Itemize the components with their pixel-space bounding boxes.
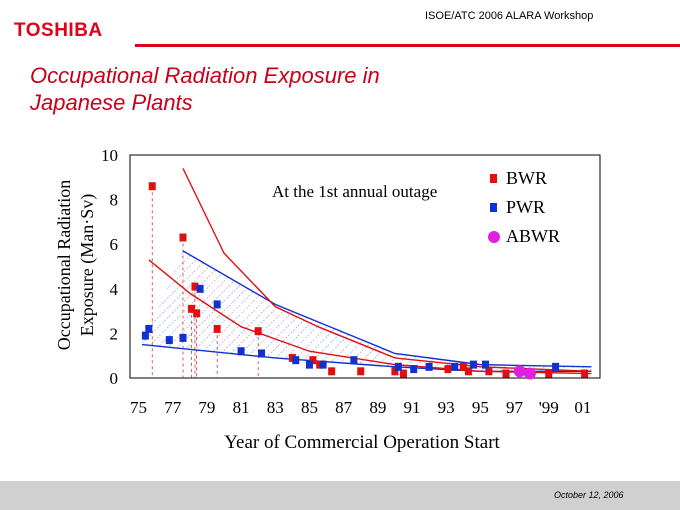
pwr-point (305, 360, 313, 369)
workshop-title: ISOE/ATC 2006 ALARA Workshop (425, 10, 594, 22)
pwr-point (141, 331, 149, 340)
y-tick-label: 6 (110, 235, 119, 254)
pwr-point (319, 360, 327, 369)
x-tick-label: 77 (164, 398, 182, 417)
legend-bwr-label: BWR (506, 168, 547, 188)
x-tick-label: '99 (539, 398, 559, 417)
legend: BWR PWR ABWR (488, 168, 560, 246)
y-axis-label-line2: Exposure (Man·Sv) (77, 194, 98, 336)
header-divider (135, 44, 680, 47)
x-tick-label: 95 (472, 398, 489, 417)
y-tick-label: 8 (110, 191, 119, 210)
x-tick-label: 93 (438, 398, 455, 417)
bwr-point (328, 367, 336, 376)
x-tick-label: 83 (267, 398, 284, 417)
bwr-point (191, 282, 199, 291)
slide-title-line2: Japanese Plants (30, 90, 193, 115)
legend-abwr-marker (488, 231, 500, 243)
y-axis-label-line1: Occupational Radiation (54, 180, 74, 350)
pwr-point (292, 356, 300, 365)
x-tick-label: 87 (335, 398, 353, 417)
footer-bar (0, 481, 680, 510)
bwr-point (179, 233, 187, 242)
pwr-point (350, 356, 358, 365)
pwr-point (481, 360, 489, 369)
pwr-point (237, 347, 245, 356)
pwr-point (258, 349, 266, 358)
pwr-point (394, 362, 402, 371)
bwr-point (254, 327, 262, 336)
x-tick-label: 01 (574, 398, 591, 417)
plot-area-frame (129, 154, 601, 379)
pwr-point (213, 300, 221, 309)
legend-pwr-label: PWR (506, 197, 545, 217)
bwr-envelope-upper (182, 168, 592, 373)
y-tick-label: 10 (101, 146, 118, 165)
bwr-point (188, 304, 196, 313)
slide-title-line1: Occupational Radiation Exposure in (30, 63, 380, 88)
slide-title: Occupational Radiation Exposure in Japan… (30, 62, 590, 116)
legend-pwr-marker (490, 203, 497, 212)
y-tick-label: 4 (110, 280, 119, 299)
exposure-chart: 75 77 79 81 83 85 87 89 91 93 95 97 '99 01 0 2 4 6 8 10 At… (54, 146, 601, 453)
pwr-point (425, 362, 433, 371)
pwr-point (410, 365, 418, 374)
pwr-hatched-band (141, 250, 592, 372)
bwr-point (309, 356, 317, 365)
pwr-point (451, 362, 459, 371)
legend-bwr-marker (490, 174, 497, 183)
pwr-point (196, 284, 204, 293)
abwr-point (513, 365, 526, 378)
x-tick-label: 85 (301, 398, 318, 417)
bwr-point (581, 369, 589, 378)
x-tick-label: 75 (130, 398, 147, 417)
x-tick-label: 81 (233, 398, 250, 417)
pwr-point (179, 333, 187, 342)
bwr-point (485, 367, 493, 376)
bwr-point (148, 182, 156, 191)
bwr-point (391, 367, 399, 376)
x-tick-label: 97 (506, 398, 524, 417)
bwr-point (193, 309, 201, 318)
pwr-point (470, 360, 478, 369)
x-tick-label: 89 (369, 398, 386, 417)
x-axis-label: Year of Commercial Operation Start (224, 432, 500, 453)
bwr-point (459, 362, 467, 371)
bwr-point (464, 367, 472, 376)
annotation-first-outage: At the 1st annual outage (272, 182, 437, 201)
pwr-point (552, 362, 560, 371)
y-tick-label: 2 (110, 324, 119, 343)
bwr-point (357, 367, 365, 376)
footer-date: October 12, 2006 (554, 490, 624, 500)
toshiba-logo: TOSHIBA (14, 20, 103, 41)
bwr-point (444, 365, 452, 374)
bwr-point (545, 369, 553, 378)
bwr-point (213, 324, 221, 333)
bwr-point (502, 369, 510, 378)
pwr-point (145, 324, 153, 333)
bwr-envelope-lower (148, 259, 592, 375)
x-tick-label: 79 (198, 398, 215, 417)
bwr-point (399, 369, 407, 378)
x-tick-label: 91 (404, 398, 421, 417)
pwr-point (165, 336, 173, 345)
pwr-envelope-upper (182, 250, 592, 368)
abwr-point (523, 367, 536, 380)
y-tick-label: 0 (110, 369, 119, 388)
legend-abwr-label: ABWR (506, 226, 560, 246)
